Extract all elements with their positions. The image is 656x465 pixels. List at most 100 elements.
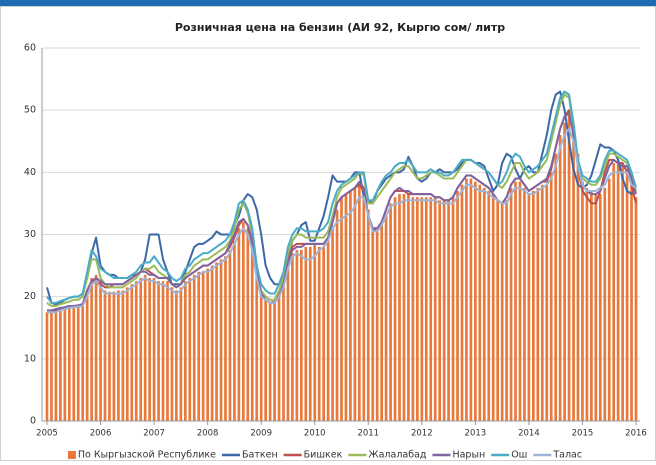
bar [326,240,330,421]
bar [286,265,290,421]
bar [500,203,504,421]
bar [94,274,98,421]
x-tick-label: 2007 [143,429,165,439]
bar [117,290,120,421]
bar [607,178,611,421]
bar [456,190,459,421]
legend-label: По Кыргызской Республике [78,450,216,461]
bar [228,250,232,421]
line-series [46,90,637,304]
bar [603,187,607,421]
legend-label: Талас [552,450,582,461]
bar [148,278,151,421]
bar [612,163,616,421]
bar [509,187,513,421]
bar [99,281,102,421]
bar [246,228,250,421]
bar [259,293,263,421]
bar [527,194,531,421]
bar [625,169,629,421]
bar [179,287,183,421]
bar [90,278,93,421]
x-tick-label: 2009 [250,429,272,439]
bar [438,200,442,421]
x-tick-label: 2011 [357,429,379,439]
legend-label: Жалалабад [368,450,427,461]
bar [112,291,116,421]
y-tick-label: 60 [24,43,36,54]
bar [108,291,111,421]
bar [183,281,187,421]
bar [139,278,143,421]
bar [50,312,53,421]
bar [429,197,433,421]
bar [514,181,517,421]
bar [143,274,147,421]
bar [237,228,241,421]
bar [157,281,160,421]
bar [166,281,169,421]
bar [282,284,285,421]
bar [362,190,366,421]
bar [353,187,357,421]
bar [411,197,415,421]
bar [210,265,214,421]
bar [532,190,535,421]
bar [250,246,254,421]
bar [590,190,593,421]
bar [54,311,58,421]
legend-label: Ош [511,450,527,461]
bar [487,190,491,421]
bar [76,305,80,421]
bar [206,268,209,421]
bar [161,281,165,421]
y-tick-label: 20 [24,291,36,302]
bar [576,153,580,421]
y-tick-label: 30 [24,229,36,240]
bar [505,200,508,421]
y-tick-label: 40 [24,167,36,178]
bar [335,209,339,421]
bar [349,190,352,421]
top-band [0,0,656,6]
bar [518,181,522,421]
x-tick-label: 2013 [465,429,487,439]
bar [192,274,196,421]
bar [300,250,303,421]
bar [188,278,192,421]
bar [197,271,201,421]
x-tick-label: 2016 [625,429,647,439]
bar [241,222,245,421]
bar [572,128,575,422]
bar [451,197,455,421]
bar [63,309,67,421]
bar [45,312,49,421]
x-tick-label: 2006 [90,429,112,439]
bar [424,197,428,421]
bar [380,225,383,421]
legend-swatch [67,451,76,459]
bar [170,287,174,421]
bar [219,259,223,421]
bar [402,194,406,421]
bar [344,194,348,421]
bar [384,215,388,421]
y-tick-label: 50 [24,105,36,116]
bar [393,197,397,421]
bar [549,172,553,421]
bar [130,284,134,421]
bar [523,187,526,421]
bar [291,253,294,421]
x-tick-label: 2010 [304,429,326,439]
bar [581,181,584,421]
bar [366,209,370,421]
x-tick-label: 2005 [36,429,58,439]
bar [233,240,236,421]
bar [201,271,205,421]
bar [268,302,272,421]
bar [474,181,477,421]
bar [67,307,71,421]
bar [313,243,317,421]
bar [59,310,62,421]
bar [469,178,473,421]
